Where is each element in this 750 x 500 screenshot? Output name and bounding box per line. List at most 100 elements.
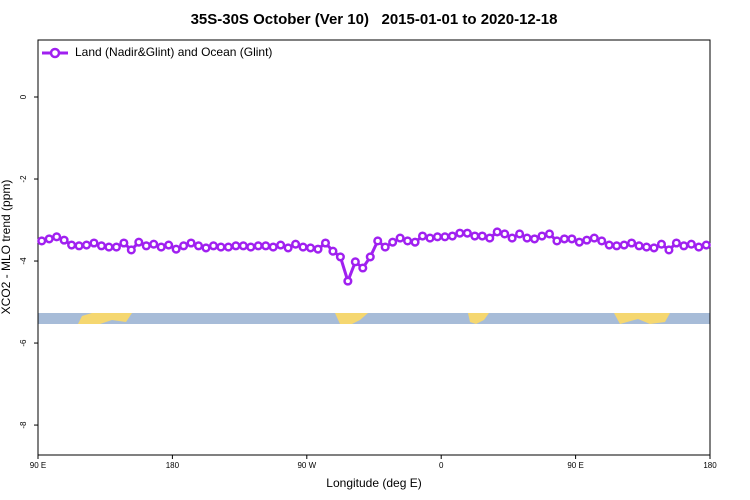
point bbox=[589, 233, 599, 243]
point bbox=[686, 239, 696, 249]
point bbox=[81, 240, 92, 250]
point bbox=[328, 246, 338, 256]
chart-title: 35S-30S October (Ver 10) 2015-01-01 to 2… bbox=[191, 11, 558, 28]
point bbox=[119, 238, 129, 248]
x-axis-label: Longitude (deg E) bbox=[326, 476, 421, 490]
point bbox=[193, 241, 204, 251]
point bbox=[59, 235, 69, 245]
point bbox=[507, 233, 517, 243]
x-tick-label: 90 E bbox=[567, 461, 583, 470]
point bbox=[656, 239, 667, 249]
point bbox=[529, 234, 540, 244]
point bbox=[350, 257, 360, 267]
point bbox=[216, 242, 226, 252]
point bbox=[335, 252, 345, 262]
point bbox=[74, 241, 84, 251]
point bbox=[694, 242, 704, 252]
point bbox=[171, 244, 181, 254]
point bbox=[276, 240, 286, 250]
point bbox=[313, 244, 323, 254]
point bbox=[149, 239, 159, 249]
x-tick-label: 90 W bbox=[297, 461, 316, 470]
y-tick-label: -2 bbox=[19, 175, 28, 183]
point bbox=[373, 236, 383, 246]
point bbox=[619, 240, 629, 250]
x-tick-label: 180 bbox=[703, 461, 717, 470]
point bbox=[403, 236, 413, 246]
y-tick-label: -4 bbox=[19, 257, 28, 265]
point bbox=[380, 242, 390, 252]
land bbox=[78, 313, 132, 324]
x-tick-label: 0 bbox=[439, 461, 444, 470]
legend-label: Land (Nadir&Glint) and Ocean (Glint) bbox=[75, 45, 272, 59]
point bbox=[164, 240, 174, 250]
point bbox=[634, 241, 644, 251]
point bbox=[238, 241, 248, 251]
point bbox=[477, 231, 487, 241]
point bbox=[320, 238, 331, 248]
x-tick-label: 180 bbox=[166, 461, 180, 470]
point bbox=[582, 235, 592, 245]
point bbox=[574, 237, 584, 247]
point bbox=[470, 231, 480, 241]
point bbox=[253, 241, 263, 251]
point bbox=[597, 236, 607, 246]
point bbox=[37, 236, 47, 246]
point bbox=[388, 237, 398, 247]
point bbox=[627, 238, 637, 248]
point bbox=[67, 240, 77, 250]
point bbox=[544, 229, 555, 239]
point bbox=[455, 228, 465, 238]
point bbox=[500, 229, 510, 239]
point bbox=[298, 242, 308, 252]
point bbox=[679, 241, 689, 251]
point bbox=[492, 227, 502, 237]
point bbox=[447, 231, 457, 241]
point bbox=[96, 241, 107, 251]
point bbox=[156, 242, 166, 252]
point bbox=[283, 243, 293, 253]
point bbox=[417, 231, 428, 241]
point bbox=[179, 241, 189, 251]
point bbox=[343, 276, 353, 286]
point bbox=[515, 229, 525, 239]
point bbox=[395, 233, 405, 243]
point bbox=[641, 242, 652, 252]
point bbox=[410, 237, 420, 247]
point bbox=[522, 233, 532, 243]
point bbox=[462, 228, 472, 238]
point bbox=[305, 243, 316, 253]
x-tick-label: 90 E bbox=[30, 461, 46, 470]
land bbox=[335, 313, 368, 324]
point bbox=[365, 252, 375, 262]
point bbox=[134, 237, 144, 247]
point bbox=[186, 238, 196, 248]
ocean-band bbox=[38, 313, 710, 324]
y-tick-label: -6 bbox=[19, 339, 28, 347]
point bbox=[425, 233, 435, 243]
point bbox=[141, 241, 151, 251]
point bbox=[671, 238, 681, 248]
point bbox=[664, 245, 674, 255]
point bbox=[432, 232, 443, 242]
point bbox=[231, 241, 241, 251]
point bbox=[358, 263, 368, 273]
point bbox=[649, 243, 659, 253]
point bbox=[208, 241, 219, 251]
y-tick-label: -8 bbox=[19, 421, 28, 429]
point bbox=[485, 233, 495, 243]
point bbox=[89, 238, 99, 248]
point bbox=[223, 242, 233, 252]
point bbox=[552, 236, 562, 246]
y-tick-label: 0 bbox=[19, 94, 28, 99]
point bbox=[111, 242, 121, 252]
land bbox=[614, 313, 670, 324]
point bbox=[261, 241, 271, 251]
point bbox=[52, 232, 62, 242]
point bbox=[268, 242, 278, 252]
point bbox=[604, 240, 614, 250]
point bbox=[291, 239, 301, 249]
point bbox=[612, 241, 622, 251]
legend-marker bbox=[49, 47, 61, 59]
